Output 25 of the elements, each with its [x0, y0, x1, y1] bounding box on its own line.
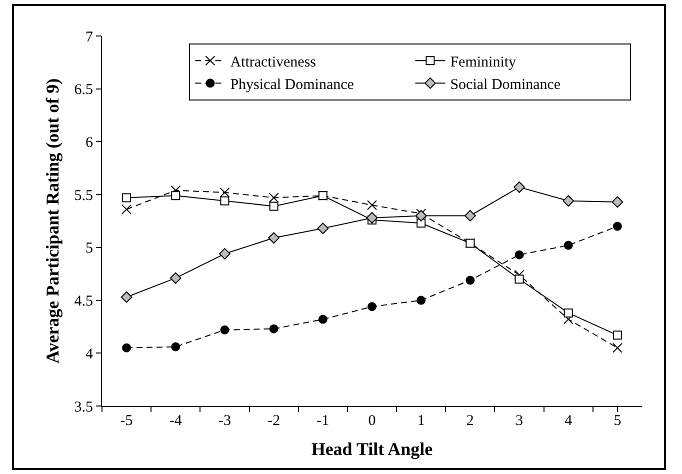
y-tick-label: 5.5: [74, 188, 93, 204]
y-tick-label: 4: [86, 346, 94, 362]
y-tick-label: 3.5: [74, 399, 93, 416]
y-tick-label: 7: [86, 29, 94, 46]
x-tick-label: 5: [614, 413, 622, 429]
x-axis-title: Head Tilt Angle: [311, 439, 433, 460]
x-tick-label: -1: [316, 413, 330, 429]
x-tick-label: 2: [466, 413, 474, 429]
legend-label: Social Dominance: [450, 77, 561, 93]
y-tick-label: 5: [86, 240, 93, 257]
legend-label: Attractiveness: [230, 54, 316, 70]
x-tick-label: 4: [564, 413, 573, 429]
legend-label: Femininity: [450, 54, 517, 70]
y-tick-label: 4.5: [74, 294, 93, 310]
x-tick-label: 1: [417, 413, 425, 429]
y-tick-label: 6.5: [74, 82, 93, 98]
legend-label: Physical Dominance: [230, 77, 354, 93]
y-tick-label: 6: [86, 134, 94, 151]
x-tick-label: -4: [169, 413, 182, 429]
x-tick-label: 3: [516, 413, 524, 429]
x-tick-label: -2: [268, 413, 280, 429]
x-tick-label: -3: [218, 413, 231, 429]
y-axis-title: Average Participant Rating (out of 9): [42, 78, 62, 364]
x-tick-label: -5: [120, 413, 133, 429]
x-tick-label: 0: [368, 413, 376, 429]
